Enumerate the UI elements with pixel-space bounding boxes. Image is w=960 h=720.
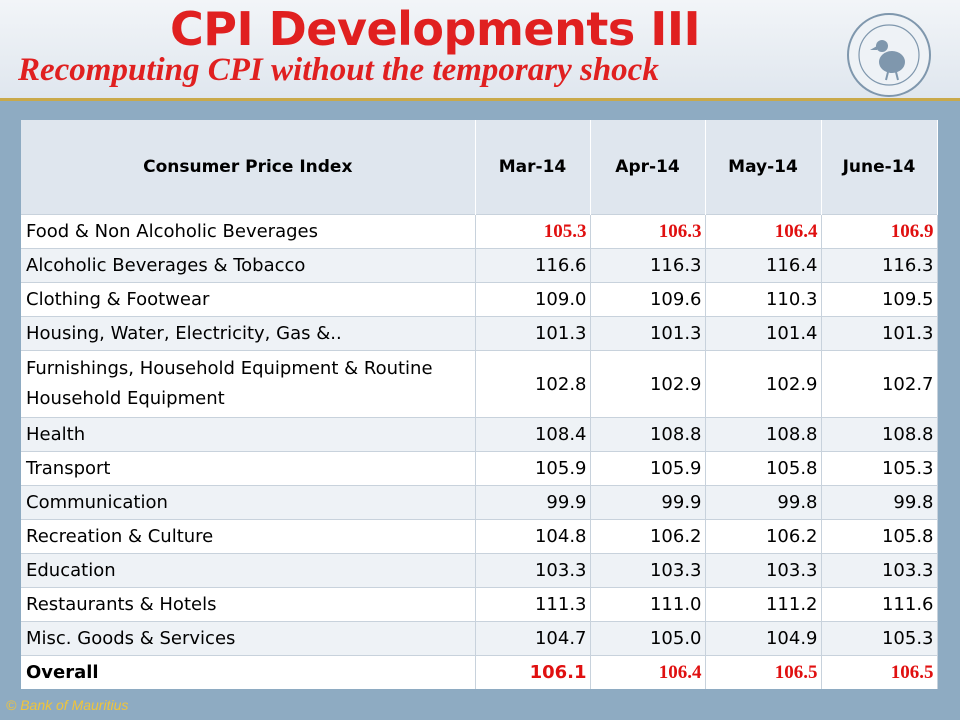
- cell-value: 105.8: [705, 451, 822, 486]
- row-label: Clothing & Footwear: [21, 282, 476, 317]
- cell-value: 108.8: [821, 417, 938, 452]
- table-row: Misc. Goods & Services 104.7 105.0 104.9…: [21, 621, 938, 656]
- cell-value: 105.0: [590, 621, 706, 656]
- cell-value: 116.3: [590, 248, 706, 283]
- cell-value: 116.6: [475, 248, 591, 283]
- cell-value: 116.4: [705, 248, 822, 283]
- cell-value: 108.8: [705, 417, 822, 452]
- column-header-may: May-14: [705, 120, 822, 215]
- table-row: Recreation & Culture 104.8 106.2 106.2 1…: [21, 519, 938, 554]
- cell-value: 108.8: [590, 417, 706, 452]
- cell-value: 111.6: [821, 587, 938, 622]
- row-label: Communication: [21, 485, 476, 520]
- cell-value: 109.6: [590, 282, 706, 317]
- table-row: Communication 99.9 99.9 99.8 99.8: [21, 485, 938, 520]
- cell-value: 106.9: [821, 214, 938, 249]
- cell-value: 103.3: [475, 553, 591, 588]
- cell-value: 102.9: [590, 350, 706, 418]
- cell-value: 110.3: [705, 282, 822, 317]
- cell-value: 101.3: [475, 316, 591, 351]
- cell-value: 105.3: [475, 214, 591, 249]
- cell-value: 102.9: [705, 350, 822, 418]
- column-header-mar: Mar-14: [475, 120, 591, 215]
- row-label: Furnishings, Household Equipment & Routi…: [21, 350, 476, 418]
- cell-value: 105.8: [821, 519, 938, 554]
- cell-value: 104.8: [475, 519, 591, 554]
- cell-value: 99.9: [590, 485, 706, 520]
- cpi-table-container: Consumer Price Index Mar-14 Apr-14 May-1…: [21, 120, 938, 689]
- row-label: Housing, Water, Electricity, Gas &..: [21, 316, 476, 351]
- cpi-table: Consumer Price Index Mar-14 Apr-14 May-1…: [21, 120, 938, 689]
- cell-value: 99.8: [821, 485, 938, 520]
- cell-value: 105.9: [590, 451, 706, 486]
- cell-value: 106.4: [705, 214, 822, 249]
- row-label: Alcoholic Beverages & Tobacco: [21, 248, 476, 283]
- cell-value: 104.9: [705, 621, 822, 656]
- row-label: Transport: [21, 451, 476, 486]
- cell-value: 101.3: [590, 316, 706, 351]
- cell-value: 105.3: [821, 451, 938, 486]
- cell-value: 108.4: [475, 417, 591, 452]
- copyright-footer: © Bank of Mauritius: [6, 697, 129, 713]
- cell-value: 111.2: [705, 587, 822, 622]
- cell-value: 105.9: [475, 451, 591, 486]
- cell-value: 102.8: [475, 350, 591, 418]
- row-label: Education: [21, 553, 476, 588]
- cell-value: 106.1: [475, 655, 591, 689]
- cell-value: 106.4: [590, 655, 706, 689]
- cell-value: 103.3: [705, 553, 822, 588]
- page-subtitle: Recomputing CPI without the temporary sh…: [18, 52, 659, 88]
- cell-value: 109.0: [475, 282, 591, 317]
- column-header-apr: Apr-14: [590, 120, 706, 215]
- table-header-row: Consumer Price Index Mar-14 Apr-14 May-1…: [21, 120, 938, 215]
- table-row: Housing, Water, Electricity, Gas &.. 101…: [21, 316, 938, 351]
- cell-value: 111.0: [590, 587, 706, 622]
- cell-value: 111.3: [475, 587, 591, 622]
- row-label: Overall: [21, 655, 476, 689]
- cell-value: 101.4: [705, 316, 822, 351]
- table-row: Restaurants & Hotels 111.3 111.0 111.2 1…: [21, 587, 938, 622]
- cell-value: 99.9: [475, 485, 591, 520]
- cell-value: 106.5: [705, 655, 822, 689]
- cell-value: 103.3: [821, 553, 938, 588]
- table-row: Furnishings, Household Equipment & Routi…: [21, 350, 938, 418]
- bank-of-mauritius-seal-icon: [847, 13, 931, 97]
- column-header-june: June-14: [821, 120, 938, 215]
- cell-value: 102.7: [821, 350, 938, 418]
- cell-value: 106.3: [590, 214, 706, 249]
- row-label: Restaurants & Hotels: [21, 587, 476, 622]
- title-band: [0, 0, 960, 100]
- table-row-overall: Overall 106.1 106.4 106.5 106.5: [21, 655, 938, 689]
- row-label: Health: [21, 417, 476, 452]
- page-title: CPI Developments III: [170, 2, 701, 56]
- table-row: Food & Non Alcoholic Beverages 105.3 106…: [21, 214, 938, 249]
- title-divider: [0, 98, 960, 101]
- table-row: Transport 105.9 105.9 105.8 105.3: [21, 451, 938, 486]
- row-label: Food & Non Alcoholic Beverages: [21, 214, 476, 249]
- table-row: Alcoholic Beverages & Tobacco 116.6 116.…: [21, 248, 938, 283]
- cell-value: 105.3: [821, 621, 938, 656]
- cell-value: 106.2: [590, 519, 706, 554]
- cell-value: 101.3: [821, 316, 938, 351]
- row-label: Recreation & Culture: [21, 519, 476, 554]
- row-label: Misc. Goods & Services: [21, 621, 476, 656]
- column-header-index: Consumer Price Index: [21, 120, 476, 215]
- cell-value: 109.5: [821, 282, 938, 317]
- cell-value: 106.2: [705, 519, 822, 554]
- table-row: Education 103.3 103.3 103.3 103.3: [21, 553, 938, 588]
- cell-value: 99.8: [705, 485, 822, 520]
- cell-value: 106.5: [821, 655, 938, 689]
- cell-value: 103.3: [590, 553, 706, 588]
- table-row: Health 108.4 108.8 108.8 108.8: [21, 417, 938, 452]
- table-row: Clothing & Footwear 109.0 109.6 110.3 10…: [21, 282, 938, 317]
- cell-value: 104.7: [475, 621, 591, 656]
- cell-value: 116.3: [821, 248, 938, 283]
